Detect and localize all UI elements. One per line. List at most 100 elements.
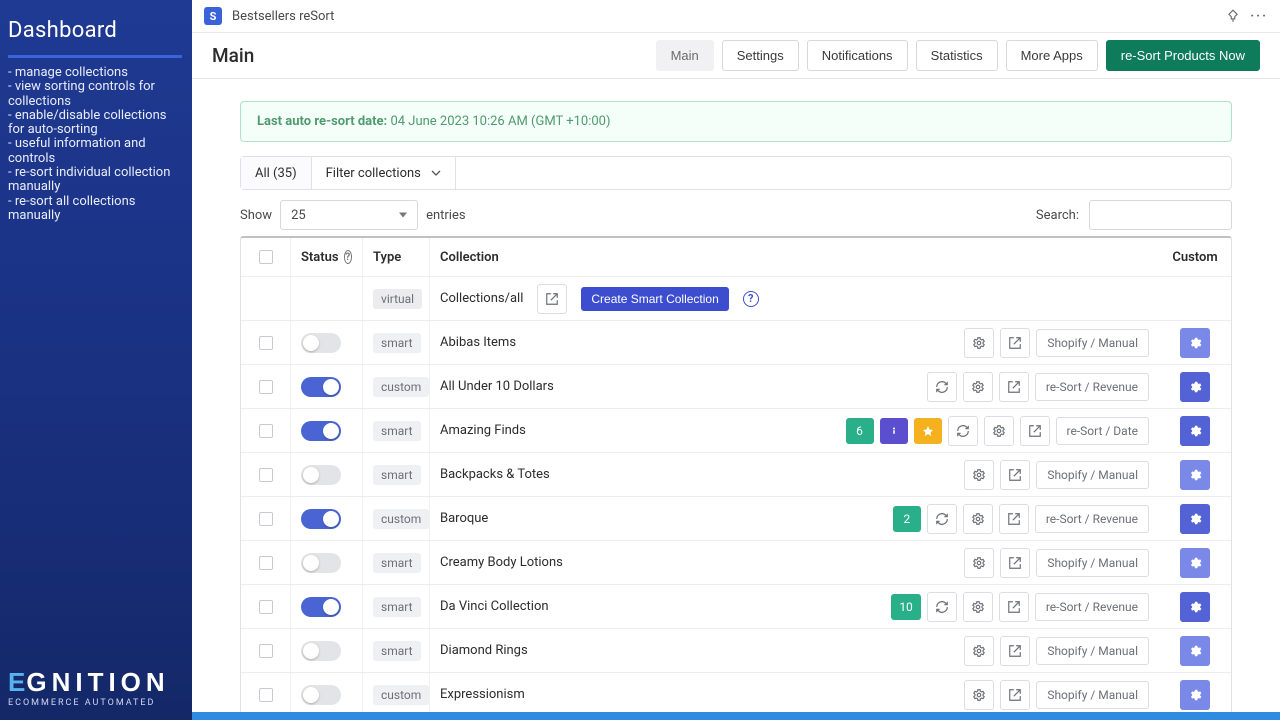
status-toggle[interactable] <box>301 333 341 353</box>
sort-mode: Shopify / Manual <box>1036 329 1149 357</box>
open-external-button[interactable] <box>1000 680 1030 710</box>
open-external-button[interactable] <box>1020 416 1050 446</box>
page-size-select[interactable]: 25 <box>280 200 418 230</box>
row-settings-button[interactable] <box>964 636 994 666</box>
table-row: smartDiamond RingsShopify / Manual <box>241 628 1231 672</box>
custom-gear-button[interactable] <box>1180 328 1210 358</box>
open-external-button[interactable] <box>1000 460 1030 490</box>
entries-label: entries <box>426 208 466 223</box>
table-header-row: Status ? Type Collection Custom <box>241 238 1231 276</box>
star-icon[interactable] <box>914 418 942 444</box>
row-checkbox[interactable] <box>259 600 273 614</box>
more-icon[interactable]: ··· <box>1250 9 1268 24</box>
refresh-button[interactable] <box>927 592 957 622</box>
sort-mode: Shopify / Manual <box>1036 637 1149 665</box>
pin-icon[interactable] <box>1226 9 1240 23</box>
search-label: Search: <box>1036 208 1079 223</box>
open-external-button[interactable] <box>1000 548 1030 578</box>
type-badge: smart <box>373 597 421 617</box>
sidebar-item[interactable]: - manage collections <box>8 66 182 80</box>
tab-main[interactable]: Main <box>656 40 714 71</box>
status-toggle[interactable] <box>301 509 341 529</box>
help-icon[interactable]: ? <box>743 291 759 307</box>
sidebar-item[interactable]: - re-sort individual collection manually <box>8 166 182 195</box>
status-toggle[interactable] <box>301 641 341 661</box>
sort-mode: re-Sort / Revenue <box>1035 593 1149 621</box>
sidebar-item[interactable]: - enable/disable collections for auto-so… <box>8 109 182 138</box>
info-icon[interactable] <box>880 418 908 444</box>
refresh-button[interactable] <box>948 416 978 446</box>
collection-name: Da Vinci Collection <box>440 599 549 614</box>
table-row: smartAmazing Finds6re-Sort / Date <box>241 408 1231 452</box>
open-external-button[interactable] <box>537 284 567 314</box>
custom-gear-button[interactable] <box>1180 680 1210 710</box>
row-settings-button[interactable] <box>963 504 993 534</box>
bottom-bar <box>192 712 1280 720</box>
status-toggle[interactable] <box>301 465 341 485</box>
row-checkbox[interactable] <box>259 512 273 526</box>
row-settings-button[interactable] <box>963 372 993 402</box>
row-checkbox[interactable] <box>259 468 273 482</box>
row-checkbox[interactable] <box>259 336 273 350</box>
page-size-value: 25 <box>291 208 306 223</box>
header-tabs: Main Settings Notifications Statistics M… <box>656 40 1260 71</box>
custom-gear-button[interactable] <box>1180 372 1210 402</box>
filter-collections-dropdown[interactable]: Filter collections <box>312 157 456 189</box>
tab-settings[interactable]: Settings <box>722 40 799 71</box>
row-checkbox[interactable] <box>259 688 273 702</box>
search-input[interactable] <box>1089 200 1232 230</box>
filter-all[interactable]: All (35) <box>241 157 312 189</box>
status-toggle[interactable] <box>301 685 341 705</box>
status-toggle[interactable] <box>301 553 341 573</box>
status-toggle[interactable] <box>301 377 341 397</box>
custom-gear-button[interactable] <box>1180 504 1210 534</box>
open-external-button[interactable] <box>999 372 1029 402</box>
refresh-button[interactable] <box>927 504 957 534</box>
sidebar-item[interactable]: - view sorting controls for collections <box>8 80 182 109</box>
sort-mode: re-Sort / Revenue <box>1035 373 1149 401</box>
row-checkbox[interactable] <box>259 424 273 438</box>
row-checkbox[interactable] <box>259 556 273 570</box>
virtual-row: virtual Collections/all Create Smart Col… <box>241 276 1231 320</box>
select-all-checkbox[interactable] <box>259 250 273 264</box>
col-collection: Collection <box>440 250 499 265</box>
open-external-button[interactable] <box>1000 328 1030 358</box>
custom-gear-button[interactable] <box>1180 592 1210 622</box>
refresh-button[interactable] <box>927 372 957 402</box>
topbar: S Bestsellers reSort ··· <box>192 0 1280 33</box>
table-row: smartCreamy Body LotionsShopify / Manual <box>241 540 1231 584</box>
row-settings-button[interactable] <box>964 460 994 490</box>
custom-gear-button[interactable] <box>1180 636 1210 666</box>
row-settings-button[interactable] <box>964 680 994 710</box>
row-settings-button[interactable] <box>984 416 1014 446</box>
create-smart-collection-button[interactable]: Create Smart Collection <box>581 287 728 311</box>
row-settings-button[interactable] <box>964 328 994 358</box>
logo-text: GNITION <box>26 667 169 697</box>
table-row: smartBackpacks & TotesShopify / Manual <box>241 452 1231 496</box>
open-external-button[interactable] <box>1000 636 1030 666</box>
tab-notifications[interactable]: Notifications <box>807 40 908 71</box>
table-row: customExpressionismShopify / Manual <box>241 672 1231 712</box>
open-external-button[interactable] <box>999 592 1029 622</box>
col-status: Status <box>301 250 339 265</box>
row-checkbox[interactable] <box>259 644 273 658</box>
tab-more-apps[interactable]: More Apps <box>1006 40 1098 71</box>
resort-now-button[interactable]: re-Sort Products Now <box>1106 40 1260 71</box>
row-settings-button[interactable] <box>964 548 994 578</box>
tab-statistics[interactable]: Statistics <box>916 40 998 71</box>
help-icon[interactable]: ? <box>344 250 352 264</box>
row-checkbox[interactable] <box>259 380 273 394</box>
status-toggle[interactable] <box>301 421 341 441</box>
page-title: Main <box>212 44 254 67</box>
open-external-button[interactable] <box>999 504 1029 534</box>
custom-gear-button[interactable] <box>1180 548 1210 578</box>
custom-gear-button[interactable] <box>1180 460 1210 490</box>
main-area: S Bestsellers reSort ··· Main Main Setti… <box>192 0 1280 720</box>
status-toggle[interactable] <box>301 597 341 617</box>
row-settings-button[interactable] <box>963 592 993 622</box>
sidebar-item[interactable]: - useful information and controls <box>8 137 182 166</box>
custom-gear-button[interactable] <box>1180 416 1210 446</box>
type-badge: custom <box>373 685 429 705</box>
table-row: customBaroque2re-Sort / Revenue <box>241 496 1231 540</box>
sidebar-item[interactable]: - re-sort all collections manually <box>8 195 182 224</box>
